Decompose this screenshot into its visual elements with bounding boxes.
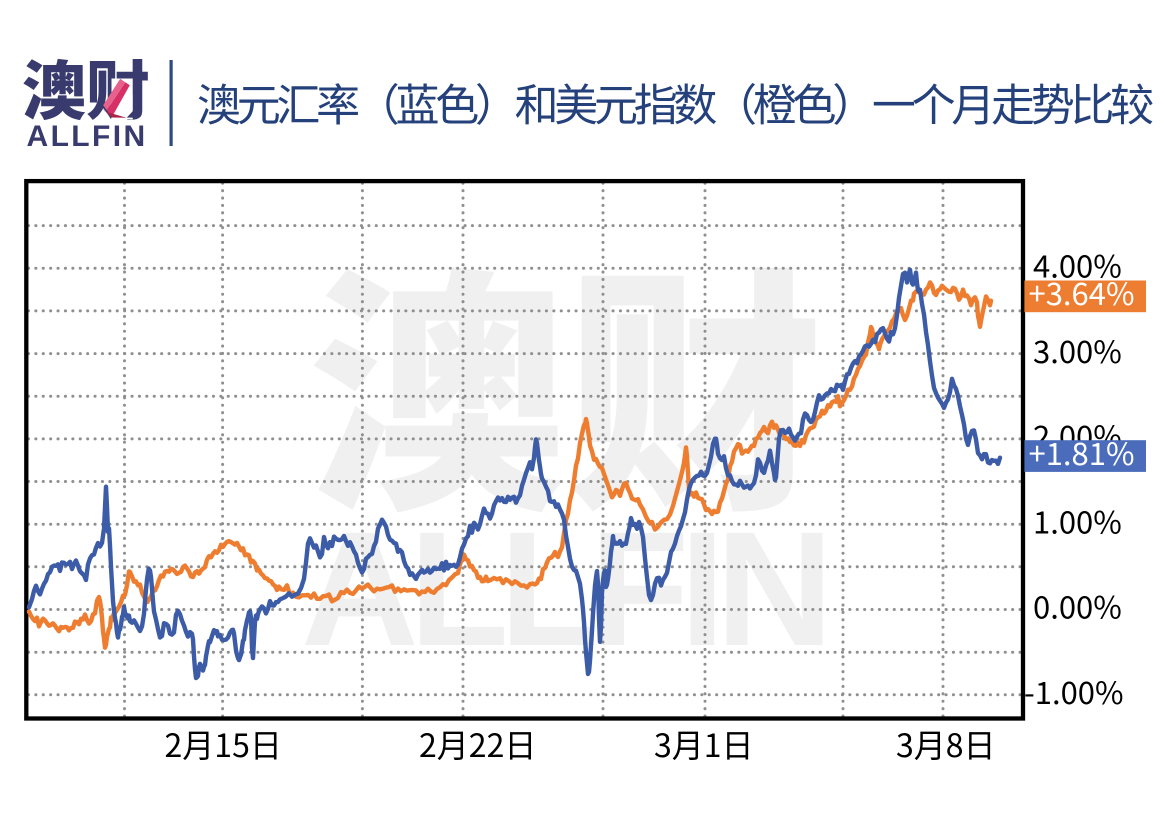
svg-text:澳财: 澳财 <box>308 190 824 563</box>
svg-text:+3.64%: +3.64% <box>1029 269 1135 314</box>
svg-text:1.00%: 1.00% <box>1033 497 1122 542</box>
svg-text:3月8日: 3月8日 <box>896 721 996 767</box>
svg-text:2月15日: 2月15日 <box>165 721 282 767</box>
svg-text:+1.81%: +1.81% <box>1029 429 1135 474</box>
svg-text:0.00%: 0.00% <box>1033 583 1122 628</box>
svg-text:3.00%: 3.00% <box>1033 327 1122 372</box>
svg-text:-1.00%: -1.00% <box>1024 668 1124 713</box>
svg-text:澳元汇率（蓝色）和美元指数（橙色）一个月走势比较: 澳元汇率（蓝色）和美元指数（橙色）一个月走势比较 <box>197 70 1153 134</box>
svg-text:3月1日: 3月1日 <box>654 721 754 767</box>
svg-text:4.00%: 4.00% <box>1033 242 1122 287</box>
svg-text:2月22日: 2月22日 <box>419 721 536 767</box>
svg-text:ALLFIN: ALLFIN <box>27 120 148 153</box>
